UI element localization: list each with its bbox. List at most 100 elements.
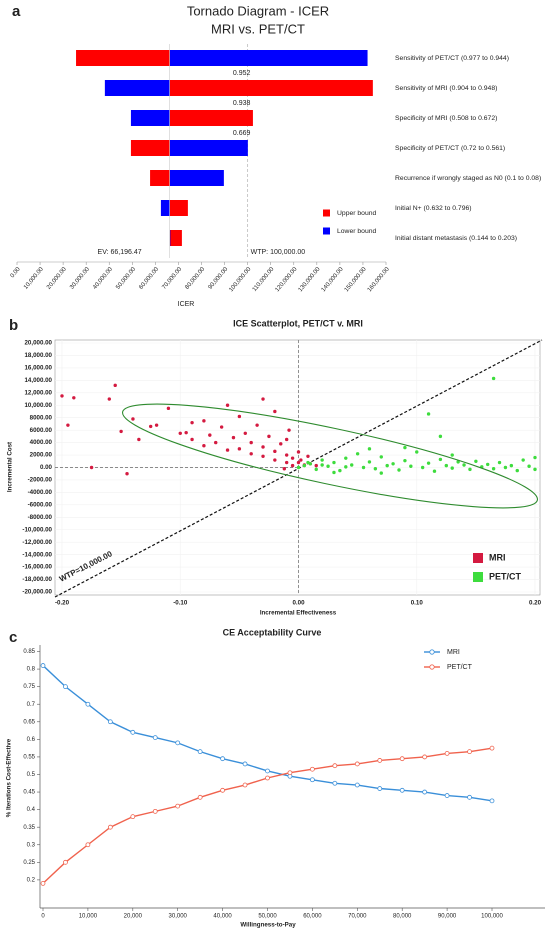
point-marker bbox=[467, 749, 472, 755]
point bbox=[468, 467, 472, 472]
x-tick-label: -0.20 bbox=[55, 600, 70, 607]
point-marker bbox=[287, 770, 293, 776]
y-tick-label: 18,000.00 bbox=[24, 352, 52, 359]
bar bbox=[130, 110, 170, 126]
point-marker bbox=[63, 684, 68, 690]
series-line bbox=[42, 665, 493, 802]
x-tick-label: 80,000.00 bbox=[184, 266, 206, 291]
y-tick-label: 0.45 bbox=[23, 790, 35, 796]
legend-marker bbox=[429, 664, 435, 670]
x-tick-label: 110,000.00 bbox=[252, 266, 276, 293]
x-axis-label: Willingness-to-Pay bbox=[240, 922, 296, 929]
bar bbox=[169, 80, 373, 96]
x-tick-label: 130,000.00 bbox=[298, 266, 322, 293]
point-marker bbox=[220, 756, 226, 762]
y-tick-label: 0.25 bbox=[23, 860, 35, 866]
y-tick-label: 0.7 bbox=[27, 702, 36, 708]
category-label: Specificity of MRI (0.508 to 0.672) bbox=[395, 115, 497, 122]
point bbox=[385, 463, 389, 468]
point bbox=[426, 412, 431, 416]
y-axis-label: % Iterations Cost-Effective bbox=[6, 738, 13, 817]
y-tick-label: 4000.00 bbox=[30, 439, 53, 446]
x-tick-label: 20,000.00 bbox=[46, 266, 68, 291]
point-marker bbox=[332, 780, 338, 786]
y-tick-label: 0.75 bbox=[23, 684, 35, 690]
point-marker bbox=[85, 842, 91, 848]
legend-label: Upper bound bbox=[337, 210, 377, 217]
point bbox=[415, 450, 419, 454]
base-label: EV: 66,196.47 bbox=[98, 249, 142, 256]
y-tick-label: 2000.00 bbox=[30, 452, 53, 459]
legend-label: Lower bound bbox=[337, 228, 377, 235]
x-tick-label: 100,000 bbox=[481, 914, 503, 920]
x-tick-label: 30,000.00 bbox=[69, 266, 91, 291]
point bbox=[491, 376, 496, 381]
point bbox=[444, 463, 449, 468]
point-marker bbox=[467, 794, 472, 800]
legend-swatch bbox=[323, 227, 330, 235]
point bbox=[462, 463, 466, 467]
x-axis-label: Incremental Effectiveness bbox=[260, 610, 337, 617]
x-tick-label: 90,000.00 bbox=[208, 266, 230, 291]
point bbox=[60, 394, 64, 398]
point-marker bbox=[377, 786, 383, 791]
legend-label: PET/CT bbox=[489, 571, 522, 581]
point bbox=[261, 397, 265, 401]
legend-swatch bbox=[323, 209, 330, 217]
point bbox=[338, 468, 342, 473]
point bbox=[178, 431, 182, 435]
y-tick-label: -14,000.00 bbox=[22, 551, 52, 558]
point bbox=[486, 462, 490, 467]
point bbox=[302, 463, 307, 468]
point bbox=[533, 467, 537, 472]
chart-title: Tornado Diagram - ICER bbox=[187, 3, 329, 18]
point-marker bbox=[197, 794, 203, 800]
point bbox=[202, 419, 206, 423]
point-marker bbox=[63, 859, 68, 865]
x-tick-label: 20,000 bbox=[124, 914, 143, 920]
breakeven-label: 0.952 bbox=[233, 70, 251, 77]
y-tick-label: 10,000.00 bbox=[24, 402, 52, 409]
point bbox=[273, 458, 277, 462]
y-tick-label: 0.4 bbox=[27, 807, 36, 813]
y-tick-label: -6000.00 bbox=[28, 501, 53, 508]
point bbox=[148, 424, 153, 429]
legend-label: MRI bbox=[489, 552, 506, 562]
point bbox=[208, 433, 212, 437]
point bbox=[249, 452, 253, 456]
point bbox=[397, 468, 401, 472]
y-tick-label: 0.6 bbox=[27, 737, 36, 743]
bar bbox=[169, 50, 368, 66]
point bbox=[119, 429, 123, 434]
point-marker bbox=[175, 740, 181, 746]
bar bbox=[169, 110, 253, 126]
x-axis-label: ICER bbox=[178, 301, 195, 308]
category-label: Initial N+ (0.632 to 0.796) bbox=[395, 205, 472, 212]
point bbox=[450, 453, 454, 457]
y-tick-label: -12,000.00 bbox=[22, 539, 52, 546]
point-marker bbox=[332, 763, 338, 769]
point bbox=[190, 420, 194, 425]
y-tick-label: -10,000.00 bbox=[22, 526, 52, 533]
y-tick-label: -4000.00 bbox=[28, 489, 53, 496]
point-marker bbox=[377, 758, 383, 763]
chart-title: CE Acceptability Curve bbox=[223, 627, 322, 637]
legend-swatch bbox=[473, 572, 483, 582]
legend-label: PET/CT bbox=[447, 664, 473, 671]
x-tick-label: 0.00 bbox=[10, 266, 23, 279]
point bbox=[379, 455, 383, 459]
x-tick-label: 90,000 bbox=[438, 914, 457, 920]
x-tick-label: 10,000 bbox=[79, 914, 98, 920]
y-tick-label: -16,000.00 bbox=[22, 564, 52, 571]
point bbox=[355, 452, 360, 456]
x-tick-label: 80,000 bbox=[393, 914, 412, 920]
point bbox=[306, 454, 310, 458]
x-tick-label: 150,000.00 bbox=[344, 266, 368, 293]
x-tick-label: 40,000 bbox=[213, 914, 232, 920]
point bbox=[237, 414, 242, 419]
point bbox=[403, 458, 407, 463]
point-marker bbox=[489, 798, 495, 804]
point bbox=[409, 464, 413, 468]
point-marker bbox=[422, 789, 428, 795]
